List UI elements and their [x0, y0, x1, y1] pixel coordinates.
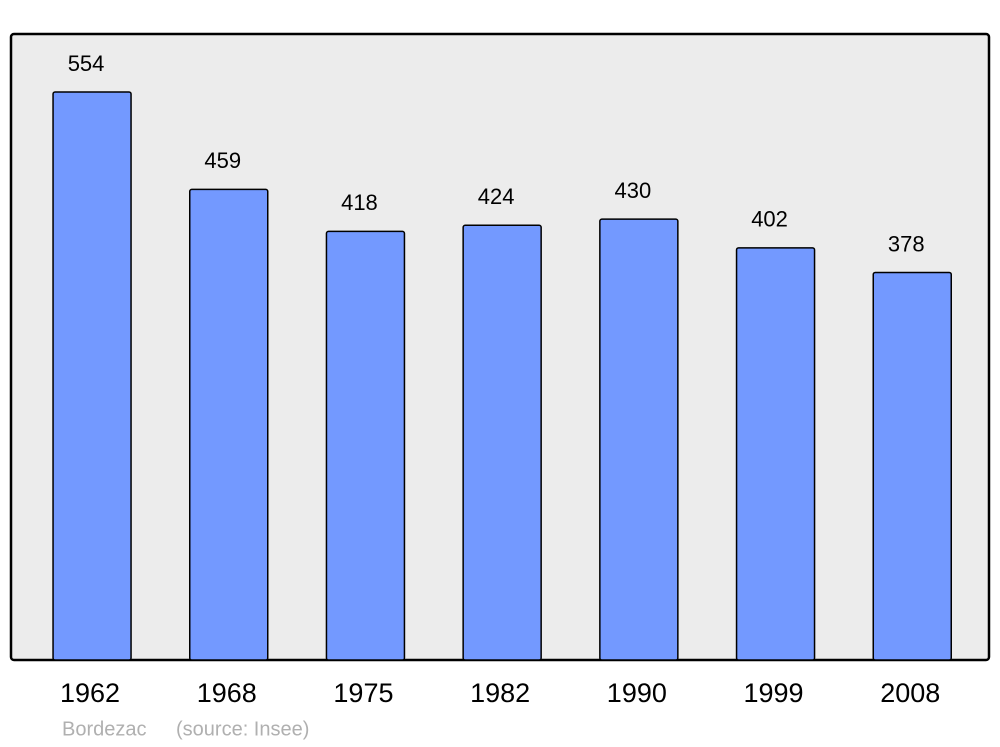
x-tick-label: 1968 — [197, 678, 257, 708]
value-label: 430 — [614, 178, 651, 203]
value-label: 402 — [751, 207, 788, 232]
caption: Bordezac — [62, 718, 147, 740]
bar — [599, 218, 679, 661]
source: (source: Insee) — [176, 718, 309, 740]
value-label: 418 — [341, 190, 378, 215]
value-label: 554 — [68, 51, 105, 76]
value-label: 424 — [478, 184, 515, 209]
x-tick-label: 1975 — [333, 678, 393, 708]
value-label: 378 — [888, 231, 925, 256]
bar — [462, 224, 542, 661]
bar — [735, 247, 816, 661]
bar — [325, 230, 406, 661]
x-tick-label: 1999 — [744, 678, 804, 708]
bar — [872, 271, 952, 661]
x-tick-label: 1990 — [607, 678, 667, 708]
x-tick-label: 1962 — [60, 678, 120, 708]
x-tick-label: 1982 — [470, 678, 530, 708]
bar — [52, 91, 132, 661]
bar — [189, 188, 269, 661]
x-tick-label: 2008 — [880, 678, 940, 708]
value-label: 459 — [204, 148, 241, 173]
